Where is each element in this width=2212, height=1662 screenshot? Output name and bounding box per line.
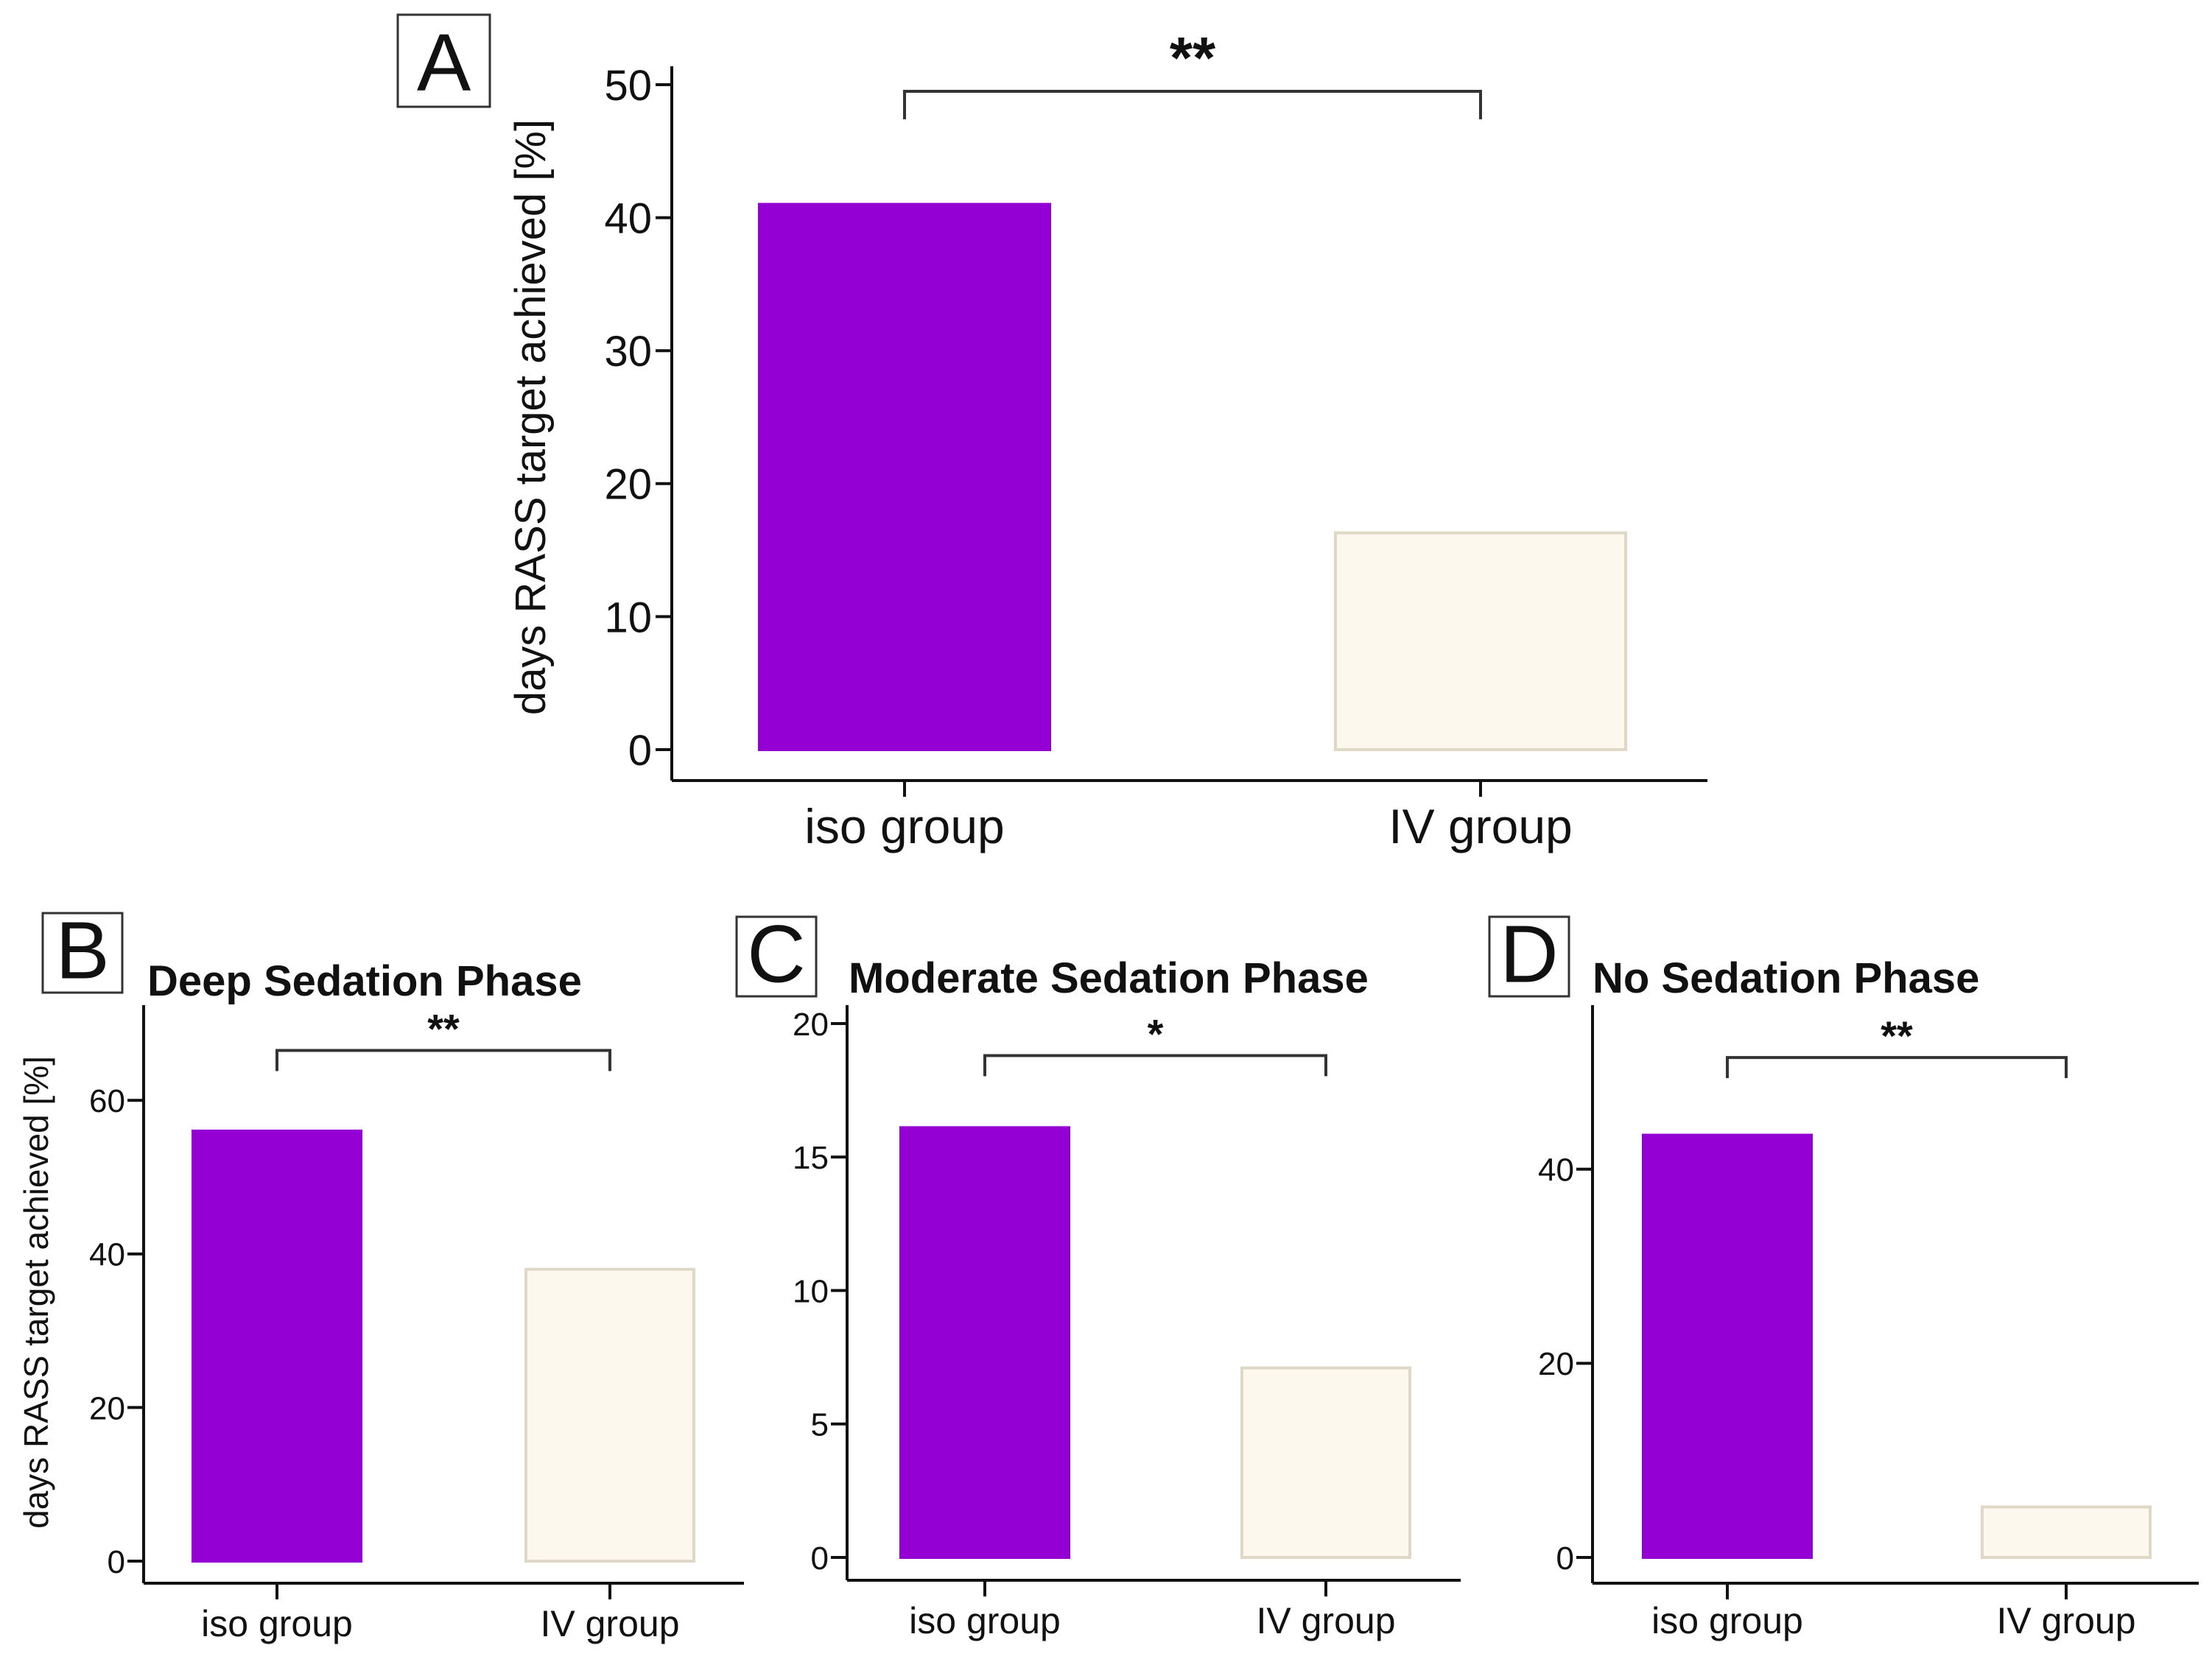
panel-b-y-tick-label: 60 — [89, 1083, 125, 1119]
panel-c-title: Moderate Sedation Phase — [849, 954, 1369, 1002]
panel-d-significance-bracket — [1726, 1056, 2068, 1079]
panel-a-bar-iso-group — [758, 203, 1051, 752]
panel-d: D No Sedation Phase 0 20 40 iso group IV group… — [1488, 909, 2199, 1641]
panel-b-letter: B — [55, 906, 109, 996]
panel-a-y-tick-label: 10 — [604, 594, 652, 641]
panel-d-bar-iv-group — [1981, 1505, 2152, 1560]
panel-a: A 0 10 20 30 40 50 days RASS target achieved [%… — [396, 13, 1707, 853]
panel-c-letter: C — [747, 909, 805, 1000]
panel-d-significance-label: ** — [1881, 1013, 1913, 1059]
panel-c-y-tick-label: 15 — [793, 1140, 829, 1176]
panel-b-title: Deep Sedation Phase — [147, 957, 582, 1005]
panel-b-category-label: iso group — [201, 1603, 353, 1644]
panel-b-bar-iso-group — [192, 1130, 362, 1563]
panel-b-y-tick-label: 0 — [108, 1544, 125, 1580]
panel-a-y-tick-label: 0 — [628, 727, 652, 775]
panel-c-letter-box — [735, 915, 818, 998]
panel-c-category-label: iso group — [909, 1600, 1061, 1641]
panel-b-y-axis-label: days RASS target achieved [%] — [17, 1056, 55, 1529]
panel-a-y-tick-label: 20 — [604, 461, 652, 509]
panel-d-y-tick-label: 20 — [1538, 1346, 1574, 1382]
panel-a-y-tick-label: 50 — [604, 62, 652, 110]
panel-a-significance-bracket — [903, 90, 1482, 120]
panel-d-letter: D — [1500, 909, 1558, 1000]
panel-c-bar-iv-group — [1240, 1366, 1411, 1559]
panel-c-category-label: IV group — [1256, 1600, 1395, 1641]
panel-d-category-label: iso group — [1651, 1600, 1803, 1641]
panel-b-letter-box — [41, 912, 124, 994]
panel-b-y-tick-label: 20 — [89, 1390, 125, 1426]
panel-d-bar-iso-group — [1642, 1133, 1813, 1560]
panel-a-significance-label: ** — [1170, 25, 1216, 91]
panel-a-letter-box — [396, 13, 491, 108]
panel-a-bar-iv-group — [1334, 531, 1627, 751]
panel-a-letter: A — [417, 18, 471, 108]
panel-d-y-tick-label: 0 — [1556, 1540, 1574, 1577]
panel-c-y-tick-label: 10 — [793, 1273, 829, 1309]
panel-b-category-label: IV group — [540, 1603, 679, 1644]
panel-c-significance-bracket — [983, 1054, 1327, 1077]
panel-c-significance-label: * — [1148, 1011, 1164, 1057]
panel-c-y-tick-label: 20 — [793, 1007, 829, 1043]
panel-c-y-tick-label: 5 — [811, 1407, 829, 1443]
panel-a-y-tick-label: 40 — [604, 194, 652, 242]
panel-a-category-label: IV group — [1388, 799, 1573, 853]
panel-d-category-label: IV group — [1996, 1600, 2135, 1641]
panel-b: B Deep Sedation Phase 0 20 40 60 days RASS tar… — [17, 906, 744, 1644]
panel-a-y-tick-label: 30 — [604, 328, 652, 376]
panel-c: C Moderate Sedation Phase 0 5 10 15 20 iso grou… — [735, 909, 1461, 1641]
panel-c-bar-iso-group — [899, 1126, 1070, 1559]
panel-b-y-tick-label: 40 — [89, 1237, 125, 1273]
panel-a-category-label: iso group — [804, 799, 1005, 853]
panel-d-letter-box — [1488, 915, 1570, 998]
panel-b-bar-iv-group — [524, 1267, 695, 1563]
panel-a-y-axis-label: days RASS target achieved [%] — [507, 119, 555, 715]
panel-b-significance-label: ** — [427, 1006, 460, 1052]
panel-d-y-tick-label: 40 — [1538, 1152, 1574, 1189]
panel-d-title: No Sedation Phase — [1593, 954, 1979, 1002]
panel-b-significance-bracket — [275, 1049, 611, 1071]
panel-c-y-tick-label: 0 — [811, 1540, 829, 1577]
